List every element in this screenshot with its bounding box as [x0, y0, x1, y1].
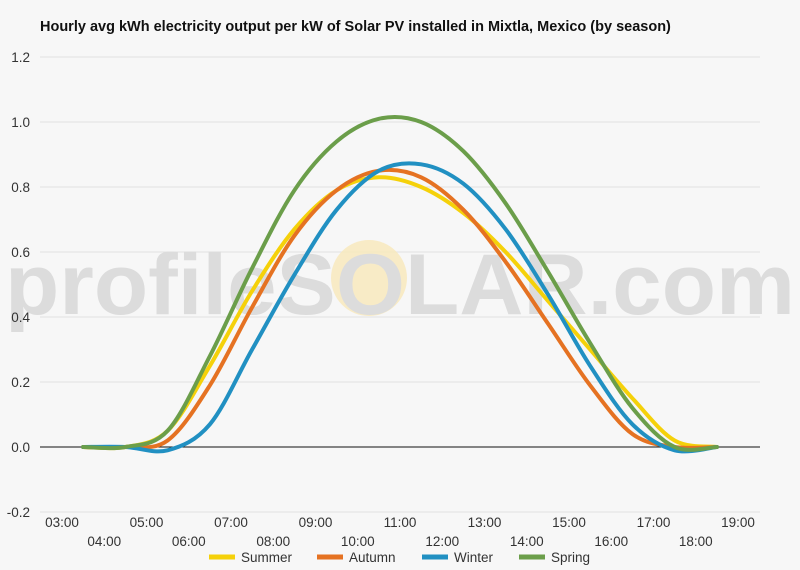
y-tick-label: 0.2 — [11, 375, 30, 390]
y-tick-label: 0.8 — [11, 180, 30, 195]
x-tick-label: 04:00 — [87, 534, 121, 549]
series-line-spring — [81, 114, 719, 452]
x-tick-label: 11:00 — [384, 515, 417, 530]
legend-label-summer: Summer — [241, 550, 293, 565]
y-tick-label: 0.0 — [11, 440, 30, 455]
x-tick-label: 06:00 — [172, 534, 206, 549]
legend: Summer Autumn Winter Spring — [209, 550, 590, 565]
x-tick-label: 07:00 — [214, 515, 248, 530]
watermark-sun-icon — [331, 240, 407, 316]
y-axis-ticks: -0.2 0.0 0.2 0.4 0.6 0.8 1.0 1.2 — [7, 50, 31, 520]
x-tick-label: 17:00 — [637, 515, 671, 530]
x-tick-label: 05:00 — [130, 515, 164, 530]
y-tick-label: 0.4 — [11, 310, 30, 325]
x-axis-ticks: 03:00 05:00 07:00 09:00 11:00 13:00 15:00 17:00… — [45, 515, 755, 549]
legend-label-winter: Winter — [454, 550, 494, 565]
x-tick-label: 14:00 — [510, 534, 544, 549]
x-tick-label: 10:00 — [341, 534, 375, 549]
x-tick-label: 18:00 — [679, 534, 713, 549]
series-lines — [81, 114, 719, 454]
chart-title: Hourly avg kWh electricity output per kW… — [40, 19, 671, 35]
x-tick-label: 12:00 — [425, 534, 459, 549]
x-tick-label: 09:00 — [299, 515, 333, 530]
series-line-autumn — [81, 167, 719, 450]
y-tick-label: -0.2 — [7, 505, 30, 520]
x-tick-label: 15:00 — [552, 515, 586, 530]
x-tick-label: 16:00 — [594, 534, 628, 549]
legend-label-spring: Spring — [551, 550, 590, 565]
y-tick-label: 0.6 — [11, 245, 30, 260]
x-tick-label: 19:00 — [721, 515, 755, 530]
y-tick-label: 1.2 — [11, 50, 30, 65]
x-tick-label: 03:00 — [45, 515, 79, 530]
gridlines — [40, 56, 760, 513]
y-tick-label: 1.0 — [11, 115, 30, 130]
watermark-text: profileSOLAR.com — [5, 237, 795, 333]
x-tick-label: 08:00 — [256, 534, 290, 549]
watermark: profileSOLAR.com — [5, 237, 795, 333]
x-tick-label: 13:00 — [468, 515, 502, 530]
legend-label-autumn: Autumn — [349, 550, 396, 565]
series-line-winter — [81, 161, 719, 454]
